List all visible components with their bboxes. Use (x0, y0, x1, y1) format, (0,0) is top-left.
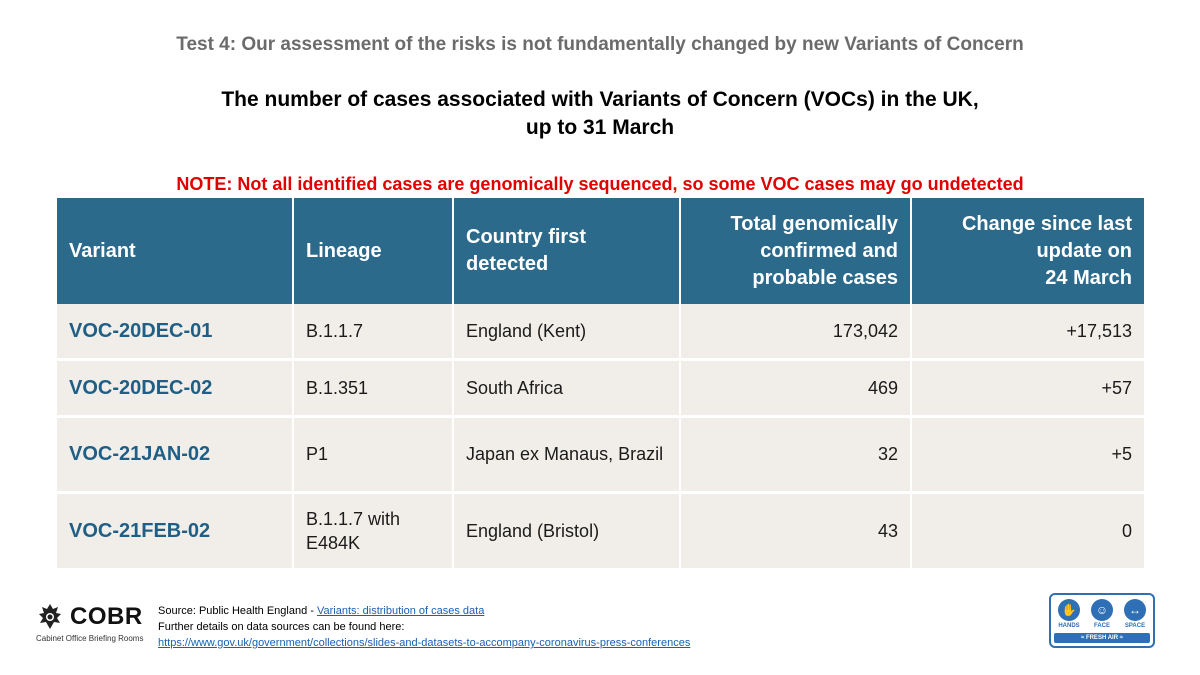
hands-face-space-logo: ✋ HANDS ☺ FACE ↔ SPACE ≈ FRESH AIR ≈ (1049, 593, 1155, 648)
space-arrows-icon: ↔ (1124, 599, 1146, 621)
fresh-air-bar: ≈ FRESH AIR ≈ (1054, 633, 1150, 643)
header-total-line-1: Total genomically (730, 212, 898, 235)
table-header-row: Variant Lineage Country first detected T… (57, 198, 1144, 304)
cell-total: 469 (680, 357, 912, 416)
table-row: VOC-21JAN-02 P1 Japan ex Manaus, Brazil … (57, 414, 1144, 492)
hands-item: ✋ HANDS (1055, 599, 1083, 629)
cell-change: +57 (911, 357, 1144, 416)
header-lineage: Lineage (293, 198, 454, 304)
cobr-subtitle: Cabinet Office Briefing Rooms (36, 634, 144, 643)
source-link[interactable]: Variants: distribution of cases data (316, 605, 485, 617)
space-item: ↔ SPACE (1121, 599, 1149, 629)
face-item: ☺ FACE (1088, 599, 1116, 629)
table-row: VOC-21FEB-02 B.1.1.7 with E484K England … (57, 490, 1144, 568)
page-title: The number of cases associated with Vari… (0, 86, 1200, 142)
cell-variant: VOC-20DEC-01 (57, 304, 294, 359)
wind-icon: ≈ (1080, 635, 1085, 641)
cell-lineage: B.1.1.7 with E484K (293, 490, 454, 568)
cell-change: 0 (911, 490, 1144, 568)
cell-variant: VOC-20DEC-02 (57, 357, 294, 416)
header-country-line-2: detected (466, 253, 549, 275)
header-change-line-3: 24 March (1045, 266, 1132, 289)
cell-variant: VOC-21JAN-02 (57, 414, 294, 492)
cell-change: +17,513 (911, 304, 1144, 359)
header-total-line-3: probable cases (752, 266, 898, 289)
header-change: Change since last update on 24 March (911, 198, 1144, 304)
header-variant: Variant (57, 198, 294, 304)
face-mask-icon: ☺ (1091, 599, 1113, 621)
cell-lineage: P1 (293, 414, 454, 492)
table-row: VOC-20DEC-01 B.1.1.7 England (Kent) 173,… (57, 304, 1144, 359)
header-change-line-1: Change since last (961, 212, 1132, 235)
cell-total: 32 (680, 414, 912, 492)
cobr-logo: COBR Cabinet Office Briefing Rooms (34, 602, 149, 647)
hands-label: HANDS (1058, 623, 1080, 629)
header-total: Total genomically confirmed and probable… (680, 198, 912, 304)
wind-icon: ≈ (1119, 635, 1124, 641)
cell-variant: VOC-21FEB-02 (57, 490, 294, 568)
details-link[interactable]: https://www.gov.uk/government/collection… (158, 637, 691, 649)
face-label: FACE (1093, 623, 1110, 629)
cell-country: England (Bristol) (453, 490, 681, 568)
cell-total: 173,042 (680, 304, 912, 359)
royal-crest-icon (39, 604, 61, 629)
source-prefix: Source: Public Health England - (158, 605, 317, 617)
fresh-air-label: FRESH AIR (1085, 635, 1119, 641)
header-change-line-2: update on (1036, 239, 1132, 262)
header-country: Country first detected (453, 198, 681, 304)
test-title: Test 4: Our assessment of the risks is n… (176, 34, 1024, 55)
cell-lineage: B.1.351 (293, 357, 454, 416)
source-note: Source: Public Health England - Variants… (158, 603, 690, 651)
cell-lineage: B.1.1.7 (293, 304, 454, 359)
variants-table: Variant Lineage Country first detected T… (57, 198, 1144, 568)
cell-total: 43 (680, 490, 912, 568)
details-text: Further details on data sources can be f… (158, 621, 405, 633)
cell-country: England (Kent) (453, 304, 681, 359)
cell-country: South Africa (453, 357, 681, 416)
cell-change: +5 (911, 414, 1144, 492)
note-text: NOTE: Not all identified cases are genom… (176, 174, 1024, 194)
source-line: Source: Public Health England - Variants… (158, 603, 690, 619)
cobr-name: COBR (70, 603, 143, 630)
cell-country: Japan ex Manaus, Brazil (453, 414, 681, 492)
space-label: SPACE (1124, 623, 1146, 629)
hands-icon: ✋ (1058, 599, 1080, 621)
table-row: VOC-20DEC-02 B.1.351 South Africa 469 +5… (57, 357, 1144, 416)
page-title-line-1: The number of cases associated with Vari… (221, 88, 979, 111)
page-title-line-2: up to 31 March (525, 116, 675, 139)
header-country-line-1: Country first (466, 226, 586, 248)
header-total-line-2: confirmed and (760, 239, 898, 262)
